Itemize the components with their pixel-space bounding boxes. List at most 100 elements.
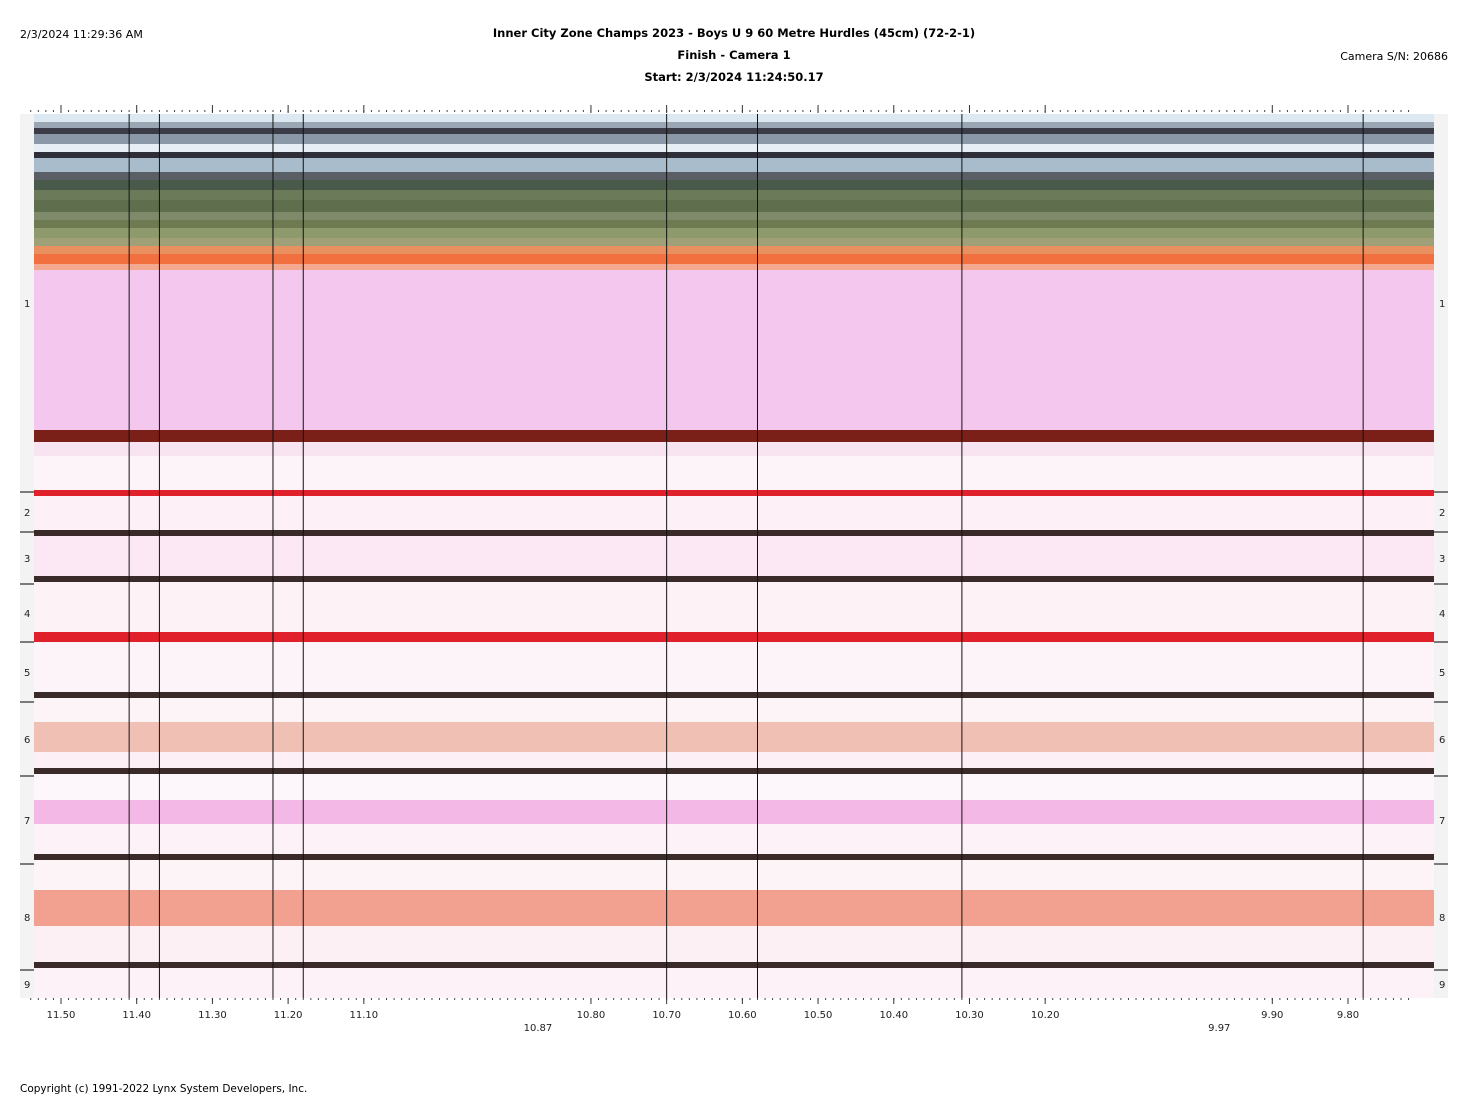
time-tick-label: 11.10 — [350, 1010, 379, 1021]
top-minor-tick — [726, 110, 728, 112]
bottom-minor-tick — [1105, 998, 1107, 1000]
bottom-minor-tick — [75, 998, 77, 1000]
bottom-minor-tick — [1362, 998, 1364, 1000]
top-minor-tick — [1233, 110, 1235, 112]
top-minor-tick — [598, 110, 600, 112]
bottom-minor-tick — [174, 998, 176, 1000]
bottom-major-tick — [741, 998, 743, 1004]
photo-overlay: 1 1 2 2 3 3 4 4 5 5 6 6 7 7 8 8 9 9 — [20, 114, 1448, 998]
finish-photo[interactable]: 1 1 2 2 3 3 4 4 5 5 6 6 7 7 8 8 9 9 — [20, 114, 1448, 998]
top-minor-tick — [1286, 110, 1288, 112]
time-tick-label: 10.20 — [1031, 1010, 1060, 1021]
top-minor-tick — [734, 110, 736, 112]
top-minor-tick — [1370, 110, 1372, 112]
top-minor-tick — [257, 110, 259, 112]
top-minor-tick — [1158, 110, 1160, 112]
time-tick-label: 11.30 — [198, 1010, 227, 1021]
top-major-tick — [1044, 105, 1046, 113]
top-minor-tick — [545, 110, 547, 112]
top-minor-tick — [431, 110, 433, 112]
lane-label-right: 9 — [1439, 980, 1445, 991]
bottom-minor-tick — [1150, 998, 1152, 1000]
bottom-minor-tick — [658, 998, 660, 1000]
lane-label-right: 3 — [1439, 554, 1445, 565]
bottom-minor-tick — [151, 998, 153, 1000]
top-minor-tick — [552, 110, 554, 112]
top-minor-tick — [605, 110, 607, 112]
top-minor-tick — [575, 110, 577, 112]
bottom-major-tick — [590, 998, 592, 1004]
bottom-minor-tick — [628, 998, 630, 1000]
top-minor-tick — [847, 110, 849, 112]
top-minor-tick — [317, 110, 319, 112]
bottom-minor-tick — [794, 998, 796, 1000]
top-minor-tick — [461, 110, 463, 112]
bottom-minor-tick — [953, 998, 955, 1000]
race-title: Inner City Zone Champs 2023 - Boys U 9 6… — [492, 26, 976, 40]
bottom-minor-tick — [272, 998, 274, 1000]
top-minor-tick — [756, 110, 758, 112]
top-minor-tick — [340, 110, 342, 112]
lane-label-left: 7 — [24, 816, 30, 827]
bottom-minor-tick — [900, 998, 902, 1000]
bottom-minor-tick — [507, 998, 509, 1000]
bottom-minor-tick — [348, 998, 350, 1000]
lane-label-left: 8 — [24, 913, 30, 924]
bottom-minor-tick — [30, 998, 32, 1000]
bottom-minor-tick — [582, 998, 584, 1000]
bottom-major-tick — [893, 998, 895, 1004]
bottom-minor-tick — [1112, 998, 1114, 1000]
bottom-minor-tick — [1408, 998, 1410, 1000]
top-minor-tick — [166, 110, 168, 112]
top-minor-tick — [1377, 110, 1379, 112]
bottom-minor-tick — [439, 998, 441, 1000]
top-minor-tick — [900, 110, 902, 112]
top-minor-tick — [370, 110, 372, 112]
bottom-minor-tick — [1324, 998, 1326, 1000]
bottom-minor-tick — [257, 998, 259, 1000]
top-minor-tick — [439, 110, 441, 112]
bottom-minor-tick — [1180, 998, 1182, 1000]
top-minor-tick — [1294, 110, 1296, 112]
top-minor-tick — [764, 110, 766, 112]
bottom-minor-tick — [567, 998, 569, 1000]
bottom-minor-tick — [310, 998, 312, 1000]
top-minor-tick — [976, 110, 978, 112]
lane-label-right: 6 — [1439, 735, 1445, 746]
bottom-minor-tick — [613, 998, 615, 1000]
bottom-minor-tick — [1302, 998, 1304, 1000]
bottom-minor-tick — [643, 998, 645, 1000]
bottom-time-ruler: 11.50 11.40 11.30 11.20 11.10 10.80 10.70 10.60… — [30, 998, 1410, 1034]
bottom-minor-tick — [885, 998, 887, 1000]
top-minor-tick — [75, 110, 77, 112]
bottom-minor-tick — [514, 998, 516, 1000]
bottom-minor-tick — [1203, 998, 1205, 1000]
time-tick-label: 11.20 — [274, 1010, 303, 1021]
bottom-minor-tick — [862, 998, 864, 1000]
bottom-minor-tick — [219, 998, 221, 1000]
bottom-minor-tick — [1355, 998, 1357, 1000]
top-minor-tick — [105, 110, 107, 112]
camera-serial: Camera S/N: 20686 — [1340, 50, 1448, 63]
top-minor-tick — [696, 110, 698, 112]
top-minor-tick — [529, 110, 531, 112]
capture-datetime: 2/3/2024 11:29:36 AM — [20, 28, 143, 41]
lane-label-left: 6 — [24, 735, 30, 746]
bottom-minor-tick — [620, 998, 622, 1000]
top-minor-tick — [1392, 110, 1394, 112]
bottom-minor-tick — [370, 998, 372, 1000]
bottom-minor-tick — [1173, 998, 1175, 1000]
top-minor-tick — [1090, 110, 1092, 112]
top-minor-tick — [1082, 110, 1084, 112]
lane-label-right: 8 — [1439, 913, 1445, 924]
bottom-minor-tick — [333, 998, 335, 1000]
bottom-minor-tick — [976, 998, 978, 1000]
bottom-minor-tick — [1233, 998, 1235, 1000]
bottom-minor-tick — [1052, 998, 1054, 1000]
bottom-minor-tick — [1339, 998, 1341, 1000]
bottom-minor-tick — [1006, 998, 1008, 1000]
bottom-minor-tick — [756, 998, 758, 1000]
bottom-minor-tick — [242, 998, 244, 1000]
top-minor-tick — [204, 110, 206, 112]
top-minor-tick — [128, 110, 130, 112]
